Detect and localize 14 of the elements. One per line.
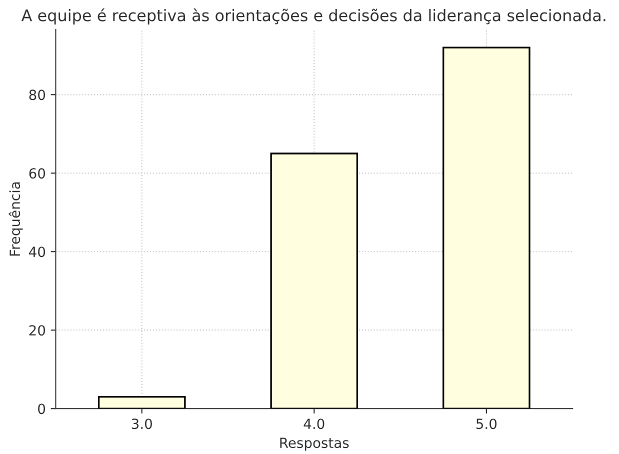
x-tick-label: 5.0 bbox=[476, 418, 497, 430]
y-tick-label: 20 bbox=[29, 325, 46, 336]
bar bbox=[270, 152, 358, 409]
bar bbox=[442, 46, 530, 409]
y-tick-label: 60 bbox=[29, 168, 46, 179]
y-tick-label: 0 bbox=[38, 404, 46, 414]
x-axis-title: Respostas bbox=[280, 438, 349, 451]
x-tick-label: 3.0 bbox=[132, 418, 152, 430]
y-tick-label: 80 bbox=[29, 90, 46, 100]
x-tick-label: 4.0 bbox=[304, 418, 324, 430]
y-tick-label: 40 bbox=[28, 246, 46, 258]
chart-title: A equipe é receptiva às orientações e decisões da liderança selecionada. bbox=[21, 8, 606, 24]
y-axis-title: Frequência bbox=[8, 182, 23, 256]
bar bbox=[98, 396, 186, 409]
